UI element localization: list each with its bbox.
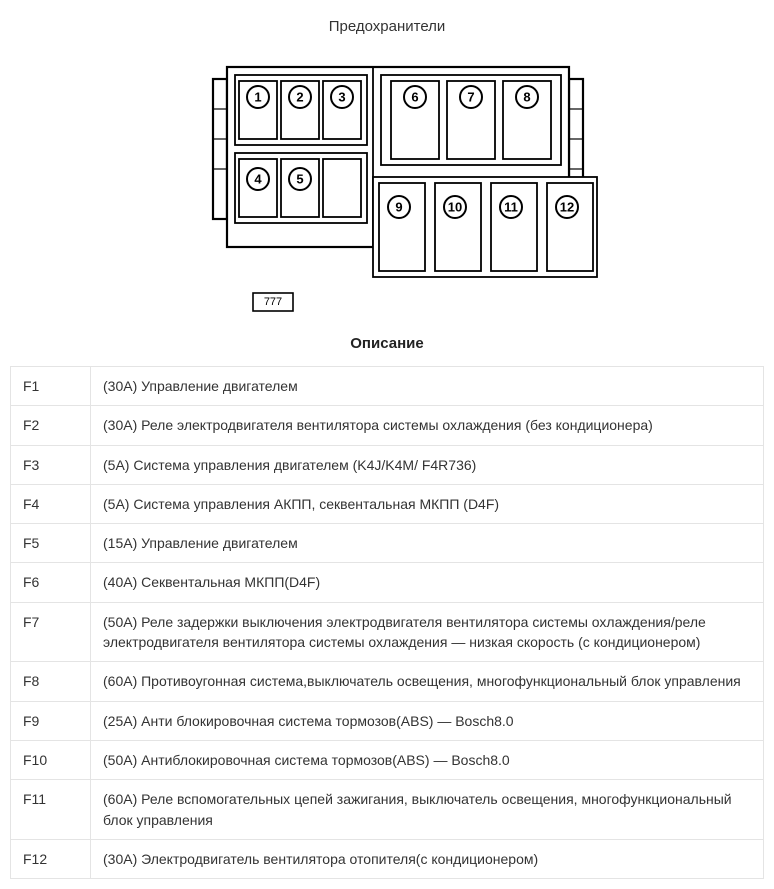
table-row: F10(50A) Антиблокировочная система тормо… [11,740,764,779]
fuse-table: F1(30A) Управление двигателемF2(30A) Рел… [10,366,764,879]
fuse-description: (30A) Управление двигателем [91,367,764,406]
fuse-diagram-svg: 123456789101112777 [167,49,607,317]
svg-text:6: 6 [411,90,418,105]
fuse-code: F10 [11,740,91,779]
fuse-description: (40A) Секвентальная МКПП(D4F) [91,563,764,602]
svg-text:10: 10 [448,200,462,215]
fuse-code: F11 [11,780,91,840]
table-row: F9(25A) Анти блокировочная система тормо… [11,701,764,740]
fuse-code: F12 [11,839,91,878]
fuse-diagram: 123456789101112777 [10,49,764,317]
svg-text:1: 1 [254,90,261,105]
table-row: F12(30A) Электродвигатель вентилятора от… [11,839,764,878]
fuse-description: (60A) Реле вспомогательных цепей зажиган… [91,780,764,840]
svg-text:5: 5 [296,172,303,187]
fuse-description: (60A) Противоугонная система,выключатель… [91,662,764,701]
fuse-code: F1 [11,367,91,406]
table-row: F11(60A) Реле вспомогательных цепей зажи… [11,780,764,840]
svg-text:12: 12 [560,200,574,215]
fuse-code: F4 [11,484,91,523]
table-row: F6(40A) Секвентальная МКПП(D4F) [11,563,764,602]
table-row: F8(60A) Противоугонная система,выключате… [11,662,764,701]
fuse-description: (5A) Система управления АКПП, секвенталь… [91,484,764,523]
svg-text:4: 4 [254,172,262,187]
fuse-code: F5 [11,524,91,563]
fuse-description: (50A) Антиблокировочная система тормозов… [91,740,764,779]
svg-text:3: 3 [338,90,345,105]
fuse-code: F7 [11,602,91,662]
fuse-code: F6 [11,563,91,602]
table-row: F2(30A) Реле электродвигателя вентилятор… [11,406,764,445]
fuse-code: F8 [11,662,91,701]
table-row: F3(5A) Система управления двигателем (K4… [11,445,764,484]
svg-text:8: 8 [523,90,530,105]
fuse-code: F9 [11,701,91,740]
table-row: F5(15A) Управление двигателем [11,524,764,563]
page-title: Предохранители [10,18,764,35]
fuse-description: (5A) Система управления двигателем (K4J/… [91,445,764,484]
table-row: F7(50A) Реле задержки выключения электро… [11,602,764,662]
svg-text:9: 9 [395,200,402,215]
table-row: F4(5A) Система управления АКПП, секвента… [11,484,764,523]
fuse-description: (30A) Электродвигатель вентилятора отопи… [91,839,764,878]
fuse-code: F3 [11,445,91,484]
fuse-description: (15A) Управление двигателем [91,524,764,563]
table-row: F1(30A) Управление двигателем [11,367,764,406]
fuse-description: (30A) Реле электродвигателя вентилятора … [91,406,764,445]
fuse-code: F2 [11,406,91,445]
svg-text:11: 11 [504,200,518,215]
svg-text:777: 777 [264,296,282,308]
fuse-description: (50A) Реле задержки выключения электродв… [91,602,764,662]
section-title: Описание [10,335,764,352]
svg-text:2: 2 [296,90,303,105]
svg-text:7: 7 [467,90,474,105]
fuse-description: (25A) Анти блокировочная система тормозо… [91,701,764,740]
